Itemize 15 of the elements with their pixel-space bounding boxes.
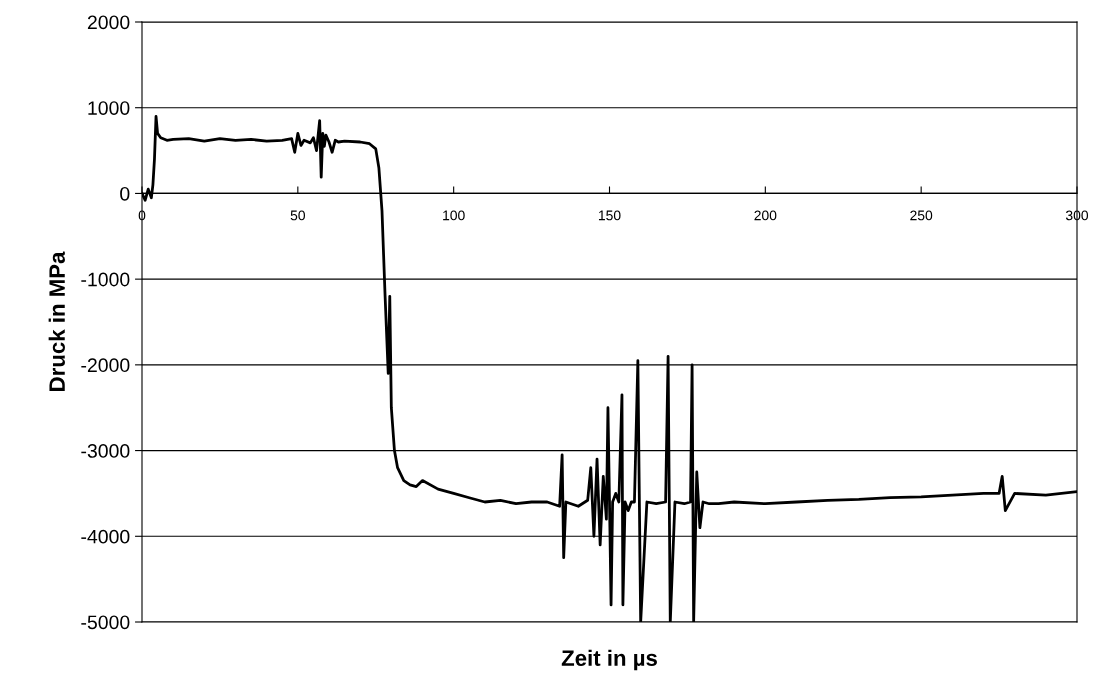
y-tick-label: 0 bbox=[120, 186, 130, 201]
x-tick-label: 250 bbox=[910, 210, 933, 221]
y-tick-label: -2000 bbox=[81, 358, 130, 373]
y-tick-label: -5000 bbox=[81, 615, 130, 630]
x-tick-label: 50 bbox=[290, 210, 306, 221]
x-tick-label: 150 bbox=[598, 210, 621, 221]
y-tick-label: 2000 bbox=[87, 15, 130, 30]
y-tick-label: 1000 bbox=[88, 101, 130, 115]
x-tick-label: 200 bbox=[754, 210, 777, 221]
y-tick-label: -4000 bbox=[81, 529, 130, 544]
y-tick-label: -1000 bbox=[81, 272, 130, 287]
y-tick-label: -3000 bbox=[81, 444, 130, 458]
x-tick-label: 100 bbox=[443, 210, 465, 221]
y-axis-title: Druck in MPa bbox=[48, 251, 65, 391]
x-axis-title: Zeit in µs bbox=[561, 649, 657, 671]
